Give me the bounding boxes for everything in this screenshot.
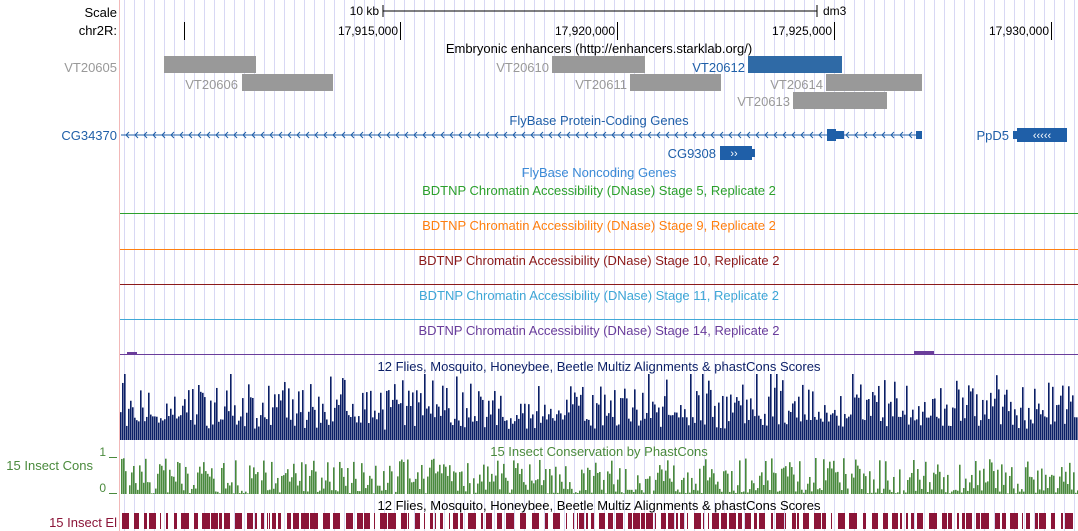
grid-lines (124, 0, 1075, 531)
strand-arrows: ‹‹‹‹‹ (1033, 130, 1052, 142)
enhancer-label: VT20606 (185, 77, 238, 92)
dnase-track-stage5: BDTNP Chromatin Accessibility (DNase) St… (120, 183, 1078, 214)
enhancer-label: VT20612 (692, 60, 745, 75)
dnase-track-title: BDTNP Chromatin Accessibility (DNase) St… (418, 323, 779, 338)
gene-PpD5[interactable]: PpD5 ‹‹‹‹‹ (976, 128, 1067, 143)
strand-arrows: ›› (730, 148, 738, 160)
enhancer-label: VT20614 (770, 77, 823, 92)
chrom-label[interactable]: chr2R: (79, 23, 117, 38)
gene-label: CG9308 (668, 146, 716, 161)
dnase-track-stage9: BDTNP Chromatin Accessibility (DNase) St… (120, 218, 1078, 250)
dnase-track-title: BDTNP Chromatin Accessibility (DNase) St… (419, 288, 779, 303)
gene-CG34370[interactable]: CG34370 (61, 128, 922, 143)
cons-axis-min: 0 (99, 481, 106, 495)
enhancer-VT20611[interactable]: VT20611 (575, 74, 721, 92)
enhancer-VT20613[interactable]: VT20613 (737, 92, 887, 109)
scale-label: Scale (84, 5, 117, 20)
cons-axis-max: 1 (99, 445, 106, 459)
assembly-label: dm3 (823, 4, 847, 18)
gene-label: PpD5 (976, 128, 1009, 143)
ruler-tick-2: 17,925,000 (772, 22, 835, 40)
dnase-track-title: BDTNP Chromatin Accessibility (DNase) St… (418, 253, 779, 268)
enhancer-VT20614[interactable]: VT20614 (770, 74, 922, 92)
ruler-tick-0: 17,915,000 (338, 22, 401, 40)
strand-arrows (125, 131, 913, 139)
protein-coding-track-title: FlyBase Protein-Coding Genes (509, 113, 689, 128)
enhancer-VT20610[interactable]: VT20610 (496, 56, 645, 75)
gene-CG9308[interactable]: CG9308 ›› (668, 146, 755, 161)
enhancer-label: VT20605 (64, 60, 117, 75)
elements-track-title: 12 Flies, Mosquito, Honeybee, Beetle Mul… (378, 498, 821, 513)
ruler-tick-1: 17,920,000 (555, 22, 618, 40)
dnase-track-stage14: BDTNP Chromatin Accessibility (DNase) St… (120, 323, 1078, 355)
enhancers-track-title: Embryonic enhancers (http://enhancers.st… (446, 41, 752, 56)
multiz-signal (120, 374, 1078, 440)
ruler-tick-3: 17,930,000 (989, 22, 1052, 40)
cons-track-label[interactable]: 15 Insect Cons (6, 458, 93, 473)
cons-track-title: 15 Insect Conservation by PhastCons (490, 444, 708, 459)
enhancer-VT20606[interactable]: VT20606 (185, 74, 333, 92)
elements-blocks (122, 513, 1073, 529)
enhancer-VT20605[interactable]: VT20605 (64, 56, 256, 75)
noncoding-track-title: FlyBase Noncoding Genes (522, 165, 677, 180)
dnase-track-stage10: BDTNP Chromatin Accessibility (DNase) St… (120, 253, 1078, 285)
enhancer-label: VT20610 (496, 60, 549, 75)
gene-label: CG34370 (61, 128, 117, 143)
ruler-tick-label: 17,930,000 (989, 24, 1049, 38)
multiz-track-title: 12 Flies, Mosquito, Honeybee, Beetle Mul… (378, 359, 821, 374)
dnase-track-title: BDTNP Chromatin Accessibility (DNase) St… (422, 218, 776, 233)
ruler-tick-label: 17,920,000 (555, 24, 615, 38)
ruler-tick-label: 17,915,000 (338, 24, 398, 38)
enhancer-VT20612[interactable]: VT20612 (692, 56, 842, 75)
dnase-track-stage11: BDTNP Chromatin Accessibility (DNase) St… (120, 288, 1078, 320)
ruler-tick-label: 17,925,000 (772, 24, 832, 38)
enhancer-label: VT20611 (575, 77, 627, 92)
scale-bar-label: 10 kb (350, 4, 380, 18)
elements-track-label[interactable]: 15 Insect El (49, 515, 117, 530)
dnase-track-title: BDTNP Chromatin Accessibility (DNase) St… (422, 183, 776, 198)
enhancer-label: VT20613 (737, 94, 790, 109)
cons-signal (121, 458, 1078, 494)
